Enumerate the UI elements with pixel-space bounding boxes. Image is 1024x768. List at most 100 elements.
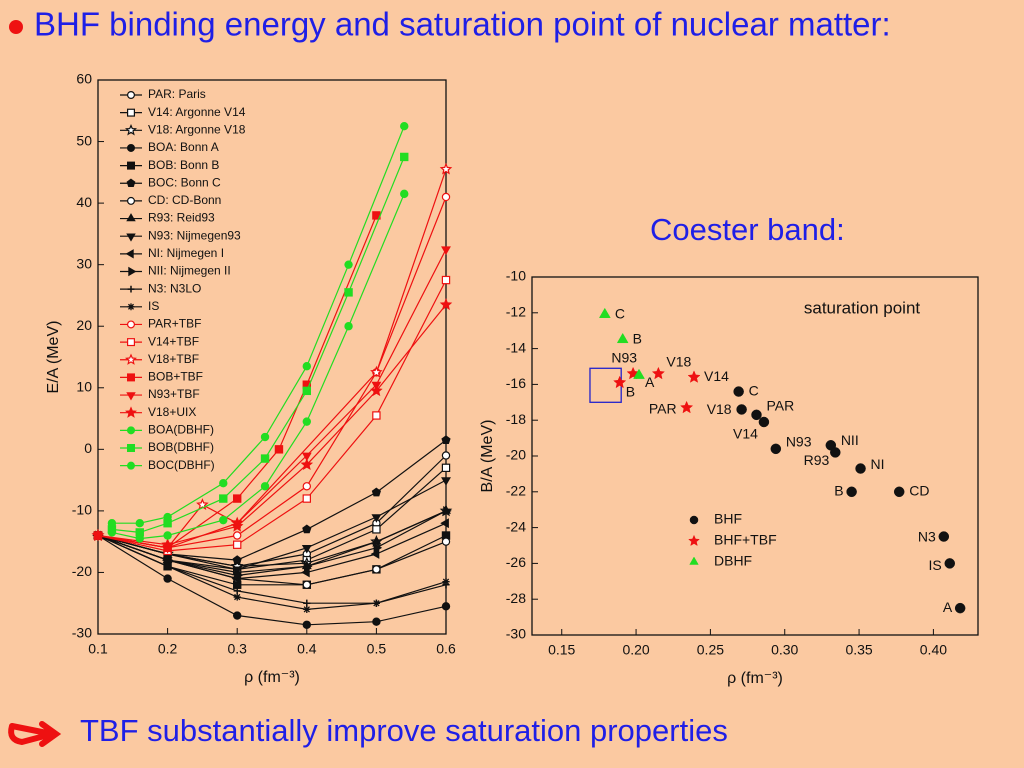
series-line — [97, 534, 447, 626]
y-tick-label: -28 — [506, 590, 526, 606]
annotation: saturation point — [804, 298, 921, 317]
legend-marker — [689, 556, 699, 565]
legend-label: BHF — [714, 511, 742, 527]
marker — [107, 528, 117, 537]
marker — [302, 362, 311, 371]
marker — [302, 524, 312, 534]
point-label: B — [633, 330, 642, 346]
y-tick-label: -10 — [72, 502, 92, 518]
marker — [163, 574, 172, 583]
marker — [232, 555, 242, 565]
marker — [91, 528, 105, 541]
marker — [234, 570, 243, 581]
marker — [304, 561, 313, 572]
legend-label: V14+TBF — [148, 334, 199, 348]
marker — [373, 542, 383, 553]
marker — [846, 486, 857, 498]
point-label: A — [645, 374, 655, 390]
marker — [651, 366, 666, 380]
point-label: CD — [909, 483, 929, 499]
marker — [232, 611, 242, 620]
marker — [219, 494, 228, 503]
legend-marker — [688, 534, 700, 547]
legend-marker — [125, 353, 137, 365]
marker — [400, 189, 409, 199]
marker — [372, 525, 381, 534]
legend-label: V18+UIX — [148, 405, 196, 419]
bullet — [9, 20, 23, 34]
marker — [441, 275, 451, 285]
legend-label: BHF+TBF — [714, 532, 777, 548]
marker — [135, 534, 144, 543]
y-tick-label: 40 — [76, 194, 92, 210]
point-label: B — [626, 383, 635, 399]
marker — [598, 307, 611, 318]
x-tick-label: 0.30 — [771, 642, 798, 658]
legend-label: N93: Nijmegen93 — [148, 228, 241, 242]
legend-label: PAR: Paris — [148, 87, 206, 101]
legend-label: V18+TBF — [148, 352, 199, 366]
marker — [441, 192, 451, 202]
x-tick-label: 0.3 — [227, 641, 247, 657]
legend-marker — [126, 161, 135, 170]
marker — [443, 505, 452, 516]
y-tick-label: -22 — [506, 483, 526, 499]
x-tick-label: 0.4 — [297, 641, 317, 657]
marker — [233, 587, 241, 595]
series-line — [97, 439, 447, 561]
marker — [751, 409, 762, 421]
marker — [372, 617, 381, 626]
marker — [163, 531, 172, 540]
legend-marker — [126, 233, 136, 242]
y-tick-label: -14 — [506, 339, 526, 355]
marker — [770, 443, 782, 455]
point-label: PAR — [649, 400, 677, 416]
marker — [371, 514, 382, 523]
marker — [830, 447, 841, 458]
x-tick-label: 0.2 — [158, 641, 178, 657]
point-label: V14 — [733, 426, 758, 442]
y-tick-label: 20 — [76, 317, 92, 333]
marker — [344, 288, 353, 297]
marker — [372, 565, 381, 574]
x-axis-label: ρ (fm⁻³) — [244, 669, 300, 686]
legend-label: IS — [148, 299, 159, 313]
legend-marker — [126, 392, 136, 401]
marker — [855, 463, 866, 474]
legend-label: BOA: Bonn A — [148, 140, 219, 154]
marker — [232, 566, 243, 576]
marker — [303, 599, 311, 607]
legend-marker — [126, 320, 135, 329]
legend-label: N93+TBF — [148, 387, 200, 401]
y-tick-label: -18 — [506, 411, 526, 427]
marker — [302, 482, 311, 491]
marker — [441, 602, 451, 611]
marker — [219, 515, 228, 525]
point-label: C — [749, 382, 759, 398]
y-tick-label: -16 — [506, 375, 526, 391]
marker — [616, 332, 629, 344]
marker — [938, 531, 950, 542]
x-tick-label: 0.5 — [367, 641, 387, 657]
plot-frame — [97, 79, 447, 635]
marker — [439, 298, 453, 311]
marker — [372, 599, 380, 607]
y-tick-label: 0 — [84, 440, 92, 456]
marker — [733, 386, 744, 397]
marker — [135, 519, 144, 528]
x-tick-label: 0.6 — [436, 641, 456, 657]
y-tick-label: 10 — [76, 378, 92, 394]
x-tick-label: 0.20 — [622, 642, 649, 658]
point-label: N93 — [786, 434, 812, 450]
y-tick-label: -30 — [72, 625, 92, 641]
point-label: NI — [871, 456, 885, 472]
y-axis-label: B/A (MeV) — [479, 420, 496, 493]
y-tick-label: -26 — [506, 554, 526, 570]
x-tick-label: 0.40 — [920, 642, 947, 658]
footer-text: TBF substantially improve saturation pro… — [80, 713, 728, 748]
marker — [274, 445, 284, 454]
marker — [441, 477, 451, 486]
legend-marker — [125, 123, 137, 136]
marker — [344, 260, 353, 269]
